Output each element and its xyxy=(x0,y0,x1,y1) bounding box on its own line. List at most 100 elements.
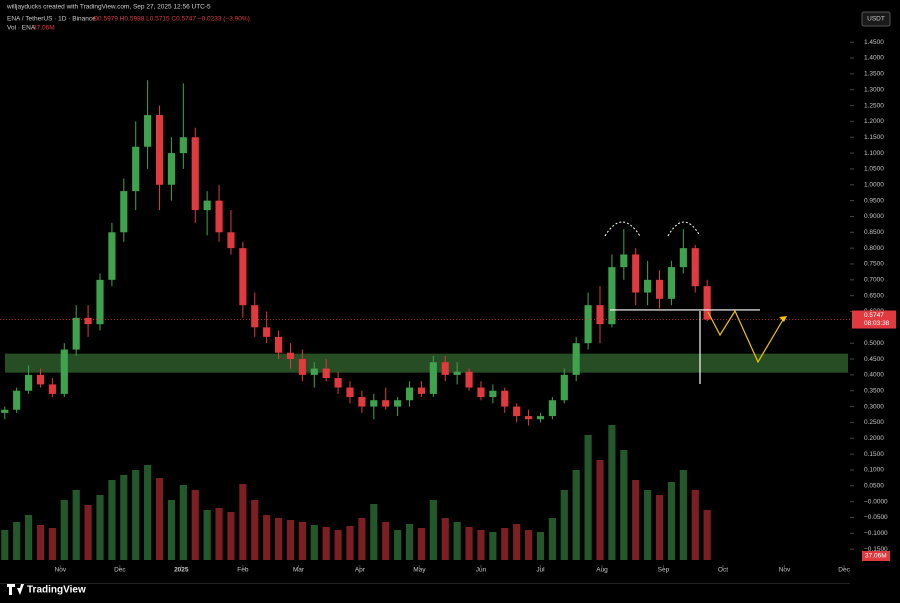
y-tick-label: −0.1500 xyxy=(864,546,888,553)
candle-body xyxy=(572,343,580,375)
y-tick-label: 0.7000 xyxy=(864,277,884,284)
plot: 1.4500 1.4000 1.3500 1.3000 1.2500 1.2000 1.15… xyxy=(0,39,896,574)
x-tick-label: 2025 xyxy=(174,567,189,574)
x-tick-label: Jul xyxy=(536,567,545,574)
candle-body xyxy=(215,200,223,233)
candle-body xyxy=(227,232,235,249)
y-tick-label: 1.0000 xyxy=(864,181,884,188)
y-tick-label: 0.0500 xyxy=(864,483,884,490)
candle-body xyxy=(13,390,21,410)
candle-body xyxy=(48,384,56,394)
y-tick-label: −0.0500 xyxy=(864,514,888,521)
candle-body xyxy=(179,137,187,154)
x-tick-label: Apr xyxy=(355,567,366,574)
volume-bar xyxy=(215,508,223,560)
candle-body xyxy=(465,371,473,388)
volume-bar xyxy=(155,478,164,560)
projection xyxy=(707,309,785,364)
volume-bar xyxy=(477,530,485,560)
volume-bar xyxy=(227,512,235,560)
volume-bar xyxy=(322,527,330,560)
volume-bar xyxy=(679,470,687,560)
volume-bar xyxy=(72,490,80,560)
y-tick-label: 0.9000 xyxy=(864,213,884,220)
x-tick-label: May xyxy=(413,567,426,574)
volume-bar xyxy=(394,530,402,560)
volume-bar xyxy=(36,525,45,560)
volume-bar xyxy=(644,490,652,560)
volume-bar xyxy=(334,530,342,560)
candle-body xyxy=(655,279,664,299)
projection-arrow xyxy=(779,316,787,322)
currency-box[interactable] xyxy=(861,11,891,27)
y-tick-label: 0.1500 xyxy=(864,451,884,458)
currency[interactable]: USDT xyxy=(867,16,885,23)
volume-bar xyxy=(25,515,33,560)
volume-bar xyxy=(405,524,414,560)
volume-bar xyxy=(310,525,318,560)
candle-body xyxy=(703,286,711,320)
volume-bar xyxy=(298,522,306,560)
candle-body xyxy=(322,368,330,379)
x-tick-label: Oct xyxy=(718,567,728,574)
volume-bar xyxy=(513,524,521,560)
volume-bar xyxy=(655,495,664,560)
y-tick-label: 1.2000 xyxy=(864,118,884,125)
volume-bar xyxy=(203,510,211,560)
volume-title: Vol · ENA xyxy=(7,25,36,32)
volume-bar xyxy=(60,500,68,560)
candle-body xyxy=(394,400,402,407)
candle-body xyxy=(513,406,521,417)
volume-bar xyxy=(144,465,152,560)
candle-body xyxy=(346,387,354,398)
volume-bar xyxy=(584,435,592,560)
volume-legend: 37.06M xyxy=(33,25,55,32)
candle-body xyxy=(584,305,592,344)
candle-body xyxy=(644,279,652,293)
x-tick-label: Dec xyxy=(838,567,850,574)
y-tick-label: 1.4000 xyxy=(864,55,884,62)
volume-bar xyxy=(691,490,699,560)
peak-arc xyxy=(604,221,641,237)
volume-bar xyxy=(132,470,140,560)
volume-bar xyxy=(96,495,104,560)
candle-body xyxy=(96,279,104,325)
peak-arc xyxy=(667,221,701,237)
candle-body xyxy=(667,267,675,299)
volume-bar xyxy=(632,480,640,560)
y-tick-label: 1.1500 xyxy=(864,134,884,141)
volume-bar xyxy=(501,528,509,560)
volume-bar xyxy=(608,425,616,560)
y-tick-label: 1.2500 xyxy=(864,102,884,109)
volume-bar xyxy=(548,518,556,560)
volume-bar xyxy=(263,515,271,560)
candle-body xyxy=(203,200,211,211)
candle-body xyxy=(691,248,699,287)
x-tick-label: Jun xyxy=(476,567,487,574)
volume-bar xyxy=(536,532,545,560)
volume-bar xyxy=(1,530,9,560)
x-tick-label: Nov xyxy=(779,567,791,574)
y-tick-label: 1.0500 xyxy=(864,166,884,173)
candle-body xyxy=(60,349,68,394)
volume-bar xyxy=(489,532,497,560)
support-zone xyxy=(5,353,848,373)
y-tick-label: 0.4000 xyxy=(864,372,884,379)
brand: TradingView xyxy=(27,585,86,596)
candle-body xyxy=(382,400,390,407)
logo: TradingView xyxy=(7,584,86,596)
candle-body xyxy=(120,191,128,233)
candle-body xyxy=(620,254,628,268)
volume-bar xyxy=(417,528,425,560)
candle-body xyxy=(144,115,152,147)
y-tick-label: 0.8500 xyxy=(864,229,884,236)
volume-bar xyxy=(453,522,461,560)
candle-body xyxy=(536,416,545,420)
x-tick-label: Dec xyxy=(114,567,126,574)
candle-body xyxy=(679,248,687,268)
volume-bar xyxy=(572,470,580,560)
volume-bar xyxy=(48,528,56,560)
candle-body xyxy=(155,115,164,185)
candle-body xyxy=(275,336,283,353)
candle-body xyxy=(1,409,9,413)
